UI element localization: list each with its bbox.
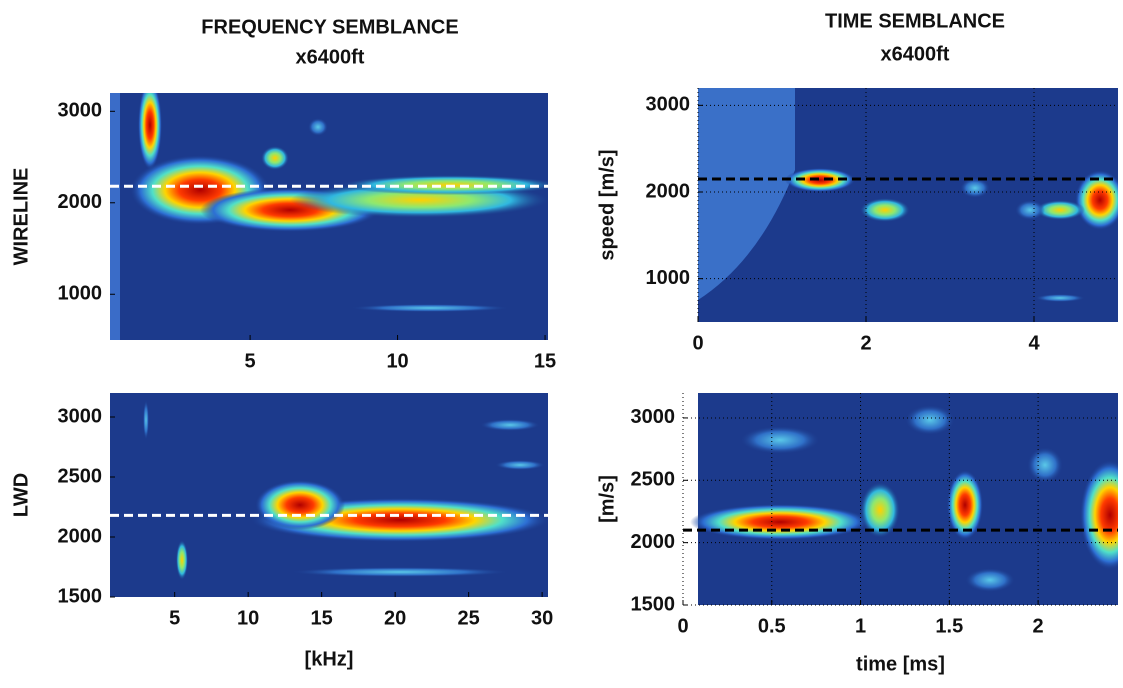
y-tick-label: 2500 — [58, 465, 103, 487]
y-tick-label: 1500 — [631, 593, 676, 615]
panel-title: FREQUENCY SEMBLANCE — [201, 16, 458, 38]
x-tick-label: 15 — [534, 350, 556, 372]
heatmap-image — [698, 88, 1118, 322]
x-tick-label: 0 — [692, 332, 703, 354]
x-tick-label: 0.5 — [758, 615, 786, 637]
y-tick-label: 1500 — [58, 585, 103, 607]
x-tick-label: 15 — [311, 607, 333, 629]
x-tick-label: 1.5 — [935, 615, 963, 637]
y-axis-label: WIRELINE — [10, 168, 32, 266]
y-axis-label: [m/s] — [596, 475, 618, 523]
x-tick-label: 2 — [1033, 615, 1044, 637]
x-axis-label: [kHz] — [305, 648, 354, 670]
panel-subtitle: x6400ft — [296, 46, 365, 68]
x-tick-label: 1 — [855, 615, 866, 637]
x-tick-label: 5 — [169, 607, 180, 629]
x-tick-label: 4 — [1028, 332, 1040, 354]
y-tick-label: 2000 — [631, 531, 676, 553]
x-tick-label: 10 — [237, 607, 259, 629]
x-tick-label: 25 — [458, 607, 480, 629]
panel-title: TIME SEMBLANCE — [825, 10, 1005, 32]
x-tick-label: 0 — [677, 615, 688, 637]
x-tick-label: 2 — [860, 332, 871, 354]
x-tick-label: 10 — [386, 350, 408, 372]
y-tick-label: 3000 — [58, 405, 103, 427]
y-axis-label: LWD — [10, 473, 32, 517]
x-tick-label: 30 — [531, 607, 553, 629]
heatmap-image — [110, 393, 548, 597]
y-tick-label: 2000 — [58, 525, 103, 547]
y-tick-label: 2500 — [631, 469, 676, 491]
x-tick-label: 5 — [245, 350, 256, 372]
y-tick-label: 2000 — [58, 191, 103, 213]
heatmap-image — [683, 393, 1118, 605]
y-tick-label: 3000 — [631, 406, 676, 428]
panel-subtitle: x6400ft — [881, 43, 950, 65]
x-axis-label: time [ms] — [856, 653, 945, 675]
y-tick-label: 2000 — [646, 180, 691, 202]
y-tick-label: 3000 — [58, 100, 103, 122]
y-axis-label: speed [m/s] — [596, 149, 618, 260]
heatmap-image — [110, 93, 548, 340]
y-tick-label: 1000 — [646, 267, 691, 289]
x-tick-label: 20 — [384, 607, 406, 629]
y-tick-label: 3000 — [646, 94, 691, 116]
y-tick-label: 1000 — [58, 283, 103, 305]
